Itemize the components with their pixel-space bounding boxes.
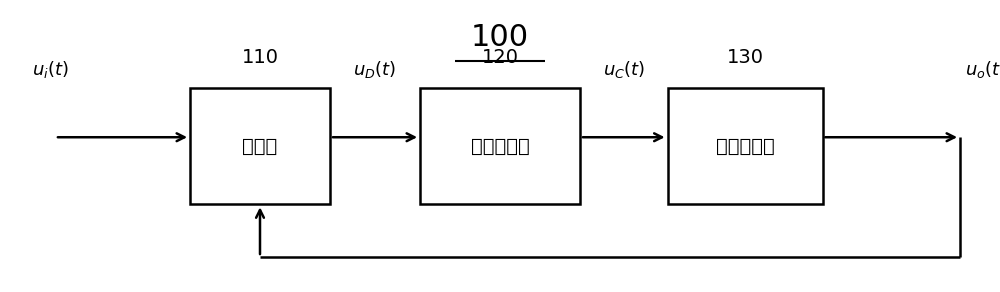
Text: 110: 110: [242, 48, 278, 67]
Text: 130: 130: [726, 48, 764, 67]
FancyBboxPatch shape: [668, 88, 822, 204]
Text: $u_D(t)$: $u_D(t)$: [353, 59, 397, 80]
Text: 100: 100: [471, 23, 529, 52]
Text: $u_C(t)$: $u_C(t)$: [603, 59, 645, 80]
Text: $u_o(t)$: $u_o(t)$: [965, 59, 1000, 80]
Text: 鉴相器: 鉴相器: [242, 136, 278, 156]
Text: 压控振荡器: 压控振荡器: [716, 136, 774, 156]
Text: 120: 120: [482, 48, 518, 67]
FancyBboxPatch shape: [190, 88, 330, 204]
FancyBboxPatch shape: [420, 88, 580, 204]
Text: 低通滤波器: 低通滤波器: [471, 136, 529, 156]
Text: $u_i(t)$: $u_i(t)$: [32, 59, 68, 80]
